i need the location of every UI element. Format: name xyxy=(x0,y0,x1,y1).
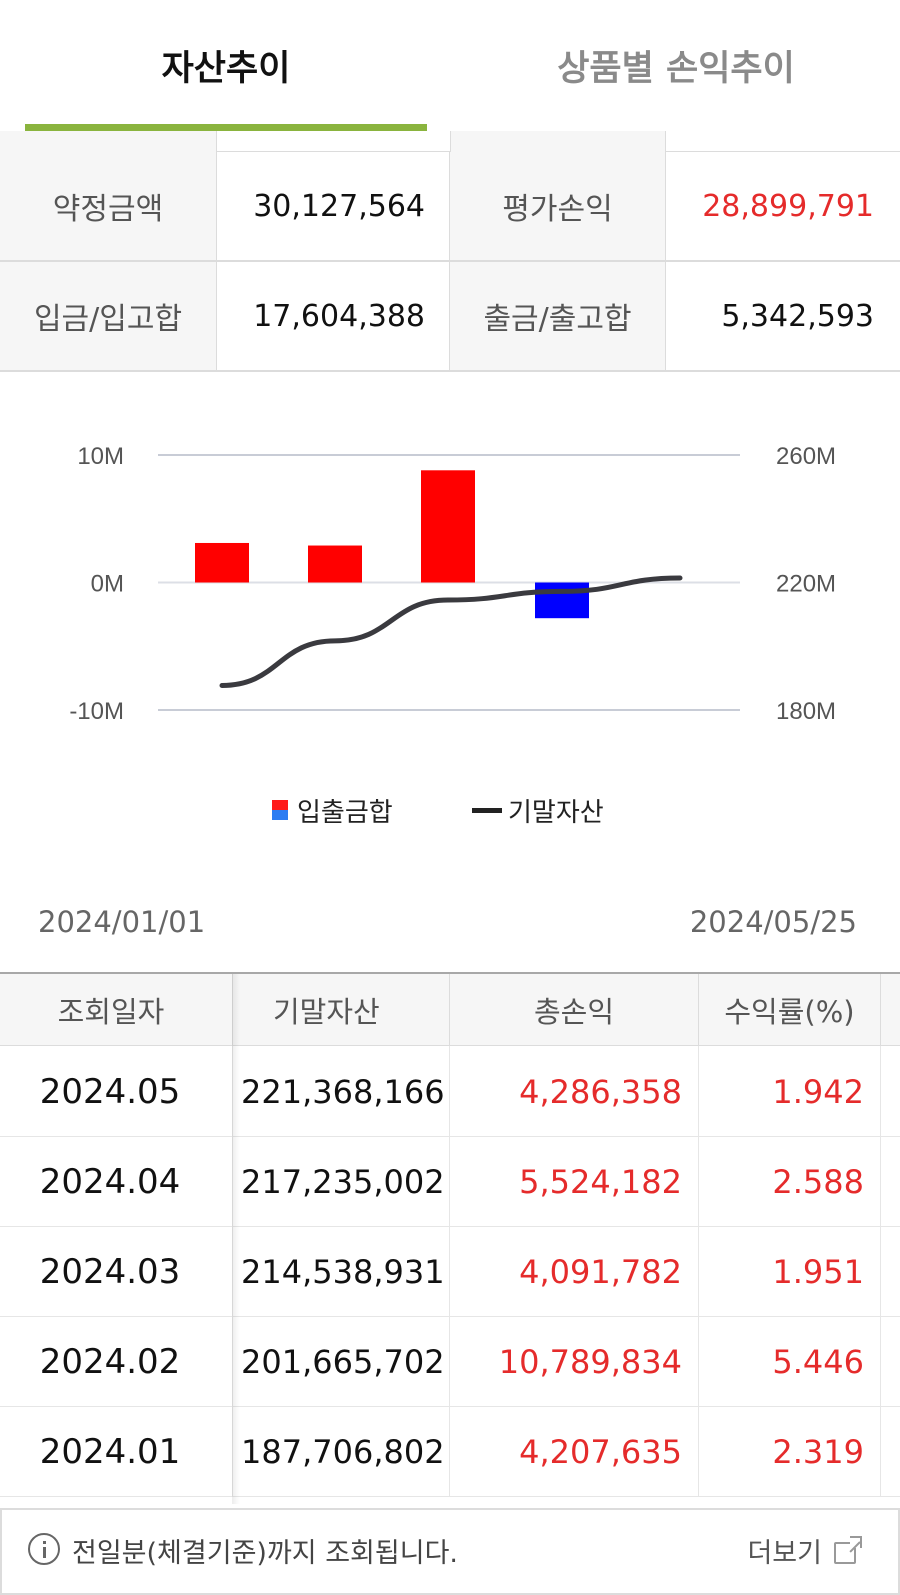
cell-total-pnl: 4,207,635 xyxy=(449,1406,698,1497)
cell-date: 2024.02 xyxy=(39,1341,181,1382)
legend-line-label: 기말자산 xyxy=(508,797,604,828)
deposit-sum-label: 입금/입고합 xyxy=(0,262,217,370)
date-range: 2024/01/01 2024/05/25 xyxy=(0,905,900,955)
withdraw-sum-label: 출금/출고합 xyxy=(450,262,666,370)
cell-total-pnl: 4,286,358 xyxy=(449,1046,698,1137)
cell-return-rate: 1.942 xyxy=(698,1046,881,1137)
legend-item-line: 기말자산 xyxy=(472,790,604,830)
eval-pnl-label: 평가손익 xyxy=(450,152,666,260)
date-from: 2024/01/01 xyxy=(38,905,206,939)
cell-total-pnl: 4,091,782 xyxy=(449,1226,698,1317)
line-legend-swatch xyxy=(472,807,502,813)
footer-note: 전일분(체결기준)까지 조회됩니다. xyxy=(72,1537,458,1569)
chart-legend: 입출금합 기말자산 xyxy=(0,790,900,830)
legend-item-bar: 입출금합 xyxy=(272,790,393,830)
tab-asset-trend[interactable]: 자산추이 xyxy=(161,48,291,89)
cell-date: 2024.04 xyxy=(39,1161,181,1202)
right-tick-label: 260M xyxy=(776,443,836,470)
bar-legend-swatch xyxy=(272,800,288,820)
table-row[interactable]: 2024.01 187,706,802 4,207,635 2.319 xyxy=(0,1406,900,1497)
cell-total-pnl: 5,524,182 xyxy=(449,1136,698,1227)
commit-amount-label: 약정금액 xyxy=(0,152,217,260)
summary-row: 입금/입고합 17,604,388 출금/출고합 5,342,593 xyxy=(0,262,900,372)
bar xyxy=(421,470,475,583)
withdraw-sum-value: 5,342,593 xyxy=(721,298,874,334)
end-asset-line xyxy=(219,575,683,688)
cell-total-pnl: 10,789,834 xyxy=(449,1316,698,1407)
cell-date: 2024.05 xyxy=(39,1071,181,1112)
date-to: 2024/05/25 xyxy=(689,905,857,939)
right-tick-label: 180M xyxy=(776,698,836,725)
tab-product-pnl-trend[interactable]: 상품별 손익추이 xyxy=(557,48,795,89)
cell-end-asset: 214,538,931 xyxy=(232,1226,449,1317)
left-tick-label: 0M xyxy=(91,571,124,598)
table-header: 조회일자 기말자산 총손익 수익률(%) xyxy=(0,974,900,1046)
table-row[interactable]: 2024.05 221,368,166 4,286,358 1.942 xyxy=(0,1046,900,1137)
col-header-date: 조회일자 xyxy=(57,995,165,1029)
more-label: 더보기 xyxy=(747,1537,822,1569)
left-tick-label: -10M xyxy=(69,698,124,725)
cell-date: 2024.03 xyxy=(39,1251,181,1292)
col-header-total-pnl: 총손익 xyxy=(449,974,698,1046)
cell-date: 2024.01 xyxy=(39,1431,181,1472)
asset-table: 조회일자 기말자산 총손익 수익률(%) 2024.05 221,368,166 4… xyxy=(0,972,900,1504)
cell-return-rate: 1.951 xyxy=(698,1226,881,1317)
bar xyxy=(195,542,249,583)
more-button[interactable]: 더보기 xyxy=(747,1510,862,1590)
deposit-sum-value: 17,604,388 xyxy=(217,262,450,370)
bar xyxy=(308,545,362,583)
info-icon xyxy=(28,1533,60,1565)
col-header-end-asset: 기말자산 xyxy=(232,974,449,1046)
cell-end-asset: 201,665,702 xyxy=(232,1316,449,1407)
cell-return-rate: 2.319 xyxy=(698,1406,881,1497)
left-tick-label: 10M xyxy=(77,443,124,470)
summary-row: 약정금액 30,127,564 평가손익 28,899,791 xyxy=(0,152,900,262)
table-row[interactable]: 2024.03 214,538,931 4,091,782 1.951 xyxy=(0,1226,900,1317)
bar xyxy=(535,582,589,619)
legend-bar-label: 입출금합 xyxy=(297,797,393,828)
chart-canvas: 10M 0M -10M 260M 220M 180M xyxy=(69,443,836,725)
table-row[interactable]: 2024.04 217,235,002 5,524,182 2.588 xyxy=(0,1136,900,1227)
cell-end-asset: 221,368,166 xyxy=(232,1046,449,1137)
cell-return-rate: 2.588 xyxy=(698,1136,881,1227)
tab-bar: 자산추이 상품별 손익추이 xyxy=(0,0,900,131)
right-tick-label: 220M xyxy=(776,571,836,598)
table-row[interactable]: 2024.02 201,665,702 10,789,834 5.446 xyxy=(0,1316,900,1407)
commit-amount-value: 30,127,564 xyxy=(217,152,450,260)
col-header-return-rate: 수익률(%) xyxy=(698,974,881,1046)
footer-note-bar: 전일분(체결기준)까지 조회됩니다. 더보기 xyxy=(0,1508,900,1595)
cell-end-asset: 217,235,002 xyxy=(232,1136,449,1227)
cell-end-asset: 187,706,802 xyxy=(232,1406,449,1497)
cell-return-rate: 5.446 xyxy=(698,1316,881,1407)
external-link-icon xyxy=(834,1536,862,1564)
summary-grid: 약정금액 30,127,564 평가손익 28,899,791 입금/입고합 1… xyxy=(0,131,900,373)
active-tab-indicator xyxy=(25,124,427,131)
eval-pnl-value: 28,899,791 xyxy=(702,188,874,224)
asset-chart: 10M 0M -10M 260M 220M 180M xyxy=(0,373,900,893)
